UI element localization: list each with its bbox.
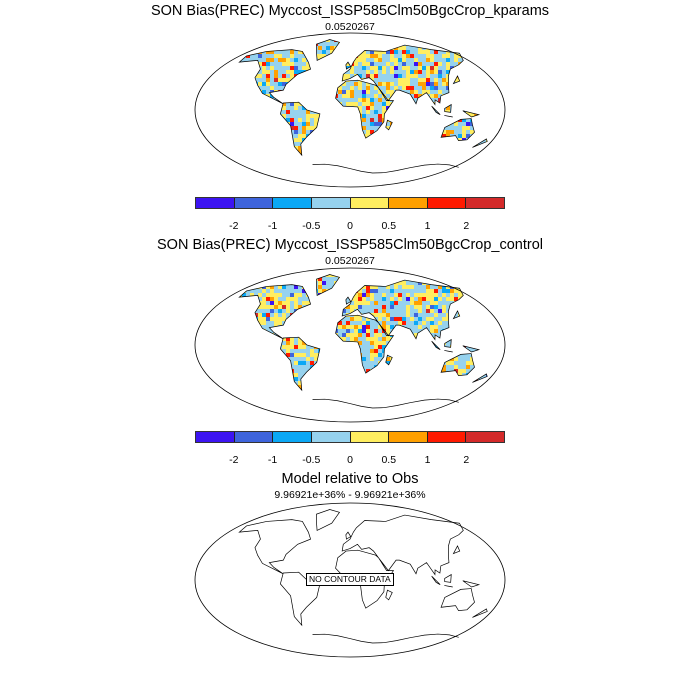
- no-contour-data-label: NO CONTOUR DATA: [306, 573, 394, 586]
- antarctica-coast: [312, 163, 459, 174]
- colorbar-label: -2: [229, 220, 239, 232]
- colorbar-swatch: [311, 198, 351, 208]
- panel-1-title: SON Bias(PREC) Myccost_ISSP585Clm50BgcCr…: [150, 3, 550, 19]
- colorbar-swatch: [389, 432, 428, 442]
- map-border: [194, 267, 506, 423]
- map-panel-2: [194, 267, 506, 423]
- panel-1-subtitle: 0.0520267: [325, 21, 375, 33]
- colorbar-label: -0.5: [302, 454, 321, 466]
- colorbar-swatch: [273, 198, 312, 208]
- map-panel-3: [194, 502, 506, 658]
- panel-2-title: SON Bias(PREC) Myccost_ISSP585Clm50BgcCr…: [157, 237, 543, 253]
- colorbar-label: -0.5: [302, 220, 321, 232]
- coastlines: [238, 509, 488, 627]
- coastlines: [238, 39, 488, 157]
- colorbar-label: 2: [463, 220, 470, 232]
- colorbar-label: -2: [229, 454, 239, 466]
- colorbar-swatch: [427, 198, 467, 208]
- precip-bias-field: [239, 39, 488, 156]
- colorbar-swatch: [466, 198, 504, 208]
- precip-bias-field: [239, 274, 488, 391]
- colorbar-label: -1: [267, 220, 278, 232]
- colorbar-swatch: [234, 432, 274, 442]
- map-border: [194, 32, 506, 188]
- colorbar-label: 1: [424, 454, 431, 466]
- colorbar-label: 0.5: [381, 220, 397, 232]
- colorbar-swatch: [273, 432, 312, 442]
- colorbar-label: 0: [347, 454, 353, 466]
- panel-2-subtitle: 0.0520267: [325, 255, 375, 267]
- coastlines: [238, 274, 488, 392]
- map-border: [194, 502, 506, 658]
- colorbar-1: [195, 197, 505, 209]
- antarctica-coast: [312, 633, 459, 644]
- colorbar-2: [195, 431, 505, 443]
- colorbar-swatch: [466, 432, 504, 442]
- colorbar-swatch: [311, 432, 351, 442]
- colorbar-swatch: [427, 432, 467, 442]
- colorbar-label: 1: [424, 220, 431, 232]
- antarctica-coast: [312, 398, 459, 409]
- colorbar-swatch: [196, 432, 235, 442]
- colorbar-swatch: [234, 198, 274, 208]
- panel-3-title: Model relative to Obs: [281, 471, 419, 487]
- colorbar-swatch: [196, 198, 235, 208]
- colorbar-swatch: [389, 198, 428, 208]
- panel-3-subtitle: 9.96921e+36% - 9.96921e+36%: [274, 489, 426, 501]
- colorbar-label: 0: [347, 220, 353, 232]
- colorbar-label: 2: [463, 454, 470, 466]
- colorbar-swatch: [350, 432, 390, 442]
- colorbar-label: -1: [267, 454, 278, 466]
- map-panel-1: [194, 32, 506, 188]
- colorbar-swatch: [350, 198, 390, 208]
- colorbar-label: 0.5: [381, 454, 397, 466]
